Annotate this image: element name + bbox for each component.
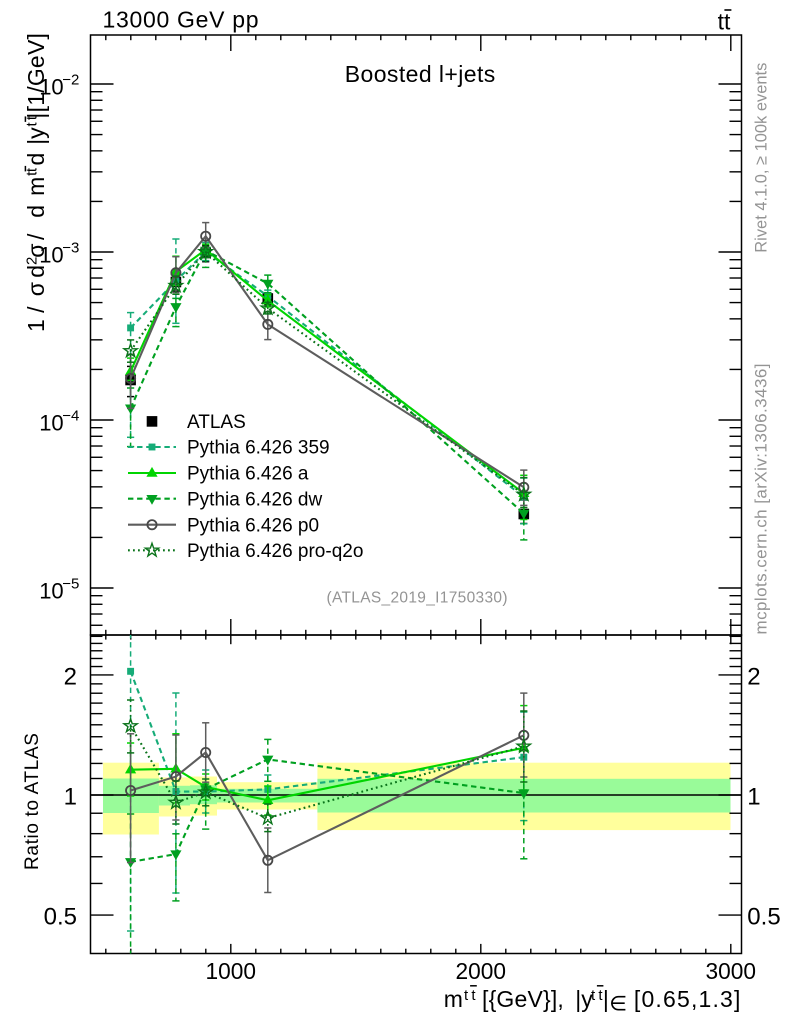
svg-text:−5: −5 xyxy=(62,576,79,593)
svg-text:[{GeV}],: [{GeV}], xyxy=(482,986,564,1012)
svg-text:0.5: 0.5 xyxy=(747,904,780,931)
svg-text:13000 GeV pp: 13000 GeV pp xyxy=(103,7,259,33)
svg-text:tt: tt xyxy=(24,115,41,126)
svg-text:10: 10 xyxy=(39,410,63,435)
svg-text:m: m xyxy=(23,177,49,196)
svg-text:10: 10 xyxy=(39,578,63,603)
svg-text:ATLAS: ATLAS xyxy=(187,412,246,433)
svg-text:1: 1 xyxy=(64,784,77,811)
svg-text:Pythia 6.426 pro-q2o: Pythia 6.426 pro-q2o xyxy=(187,541,363,562)
svg-text:−2: −2 xyxy=(62,72,79,89)
svg-text:d: d xyxy=(23,153,49,166)
svg-text:0.5: 0.5 xyxy=(44,904,77,931)
svg-text:tt: tt xyxy=(24,167,41,176)
svg-text:2: 2 xyxy=(747,663,760,690)
svg-text:|: | xyxy=(603,986,609,1012)
svg-text:1: 1 xyxy=(747,784,760,811)
svg-text:10: 10 xyxy=(39,74,63,99)
svg-text:d: d xyxy=(23,205,49,218)
svg-text:2: 2 xyxy=(64,663,77,690)
svg-text:Pythia 6.426 p0: Pythia 6.426 p0 xyxy=(187,515,319,536)
svg-text:3000: 3000 xyxy=(706,958,757,984)
svg-text:1 /: 1 / xyxy=(23,306,49,332)
svg-text:Boosted l+jets: Boosted l+jets xyxy=(345,61,496,87)
svg-text:|[1/GeV]: |[1/GeV] xyxy=(23,33,49,119)
svg-text:σ: σ xyxy=(23,244,49,258)
svg-text:Pythia 6.426 dw: Pythia 6.426 dw xyxy=(187,489,322,510)
svg-text:(ATLAS_2019_I1750330): (ATLAS_2019_I1750330) xyxy=(327,589,508,606)
svg-text:mcplots.cern.ch [arXiv:1306.34: mcplots.cern.ch [arXiv:1306.3436] xyxy=(752,364,771,635)
svg-text:Pythia 6.426 a: Pythia 6.426 a xyxy=(187,464,309,485)
svg-text:−4: −4 xyxy=(62,408,79,425)
svg-text:Pythia 6.426 359: Pythia 6.426 359 xyxy=(187,438,330,459)
svg-text:2000: 2000 xyxy=(456,958,507,984)
svg-text:−3: −3 xyxy=(62,240,79,257)
svg-text:m: m xyxy=(444,986,463,1012)
svg-text:1000: 1000 xyxy=(206,958,257,984)
svg-text:d: d xyxy=(23,265,49,278)
svg-text:[0.65,1.3]: [0.65,1.3] xyxy=(634,986,741,1012)
svg-text:|y: |y xyxy=(575,986,593,1012)
svg-text:10: 10 xyxy=(39,242,63,267)
svg-text:Rivet 4.1.0, ≥ 100k events: Rivet 4.1.0, ≥ 100k events xyxy=(752,63,771,253)
svg-text:/: / xyxy=(23,233,49,240)
svg-text:2: 2 xyxy=(24,257,41,265)
svg-text:σ: σ xyxy=(23,282,49,296)
svg-text:Ratio to ATLAS: Ratio to ATLAS xyxy=(22,733,43,870)
svg-text:tt: tt xyxy=(718,9,731,35)
svg-text:|y: |y xyxy=(23,127,49,145)
